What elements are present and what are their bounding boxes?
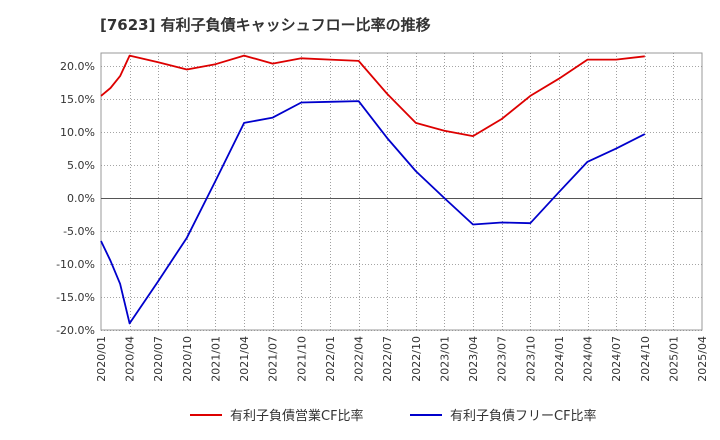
y-tick-label: 20.0%	[60, 60, 95, 73]
legend-label-1: 有利子負債営業CF比率	[230, 408, 364, 424]
x-tick-label: 2020/01	[95, 336, 108, 382]
x-tick-label: 2022/01	[324, 336, 337, 382]
x-tick-label: 2021/04	[238, 336, 251, 382]
y-tick-label: 0.0%	[67, 192, 95, 205]
axes: -20.0% -15.0% -10.0% -5.0% 0.0% 5.0% 10.0% 15.0…	[56, 60, 709, 382]
x-tick-label: 2020/04	[124, 336, 137, 382]
x-tick-label: 2021/01	[209, 336, 222, 382]
x-tick-label: 2021/10	[295, 336, 308, 382]
legend: 有利子負債営業CF比率 有利子負債フリーCF比率	[190, 408, 597, 424]
x-tick-label: 2024/10	[639, 336, 652, 382]
y-tick-label: -20.0%	[56, 324, 95, 337]
chart-title: [7623] 有利子負債キャッシュフロー比率の推移	[100, 16, 431, 34]
y-tick-label: 15.0%	[60, 93, 95, 106]
plot-frame	[100, 52, 703, 331]
x-tick-label: 2021/07	[267, 336, 280, 382]
y-tick-label: -5.0%	[63, 225, 95, 238]
x-tick-label: 2022/10	[410, 336, 423, 382]
y-tick-label: -15.0%	[56, 291, 95, 304]
y-tick-label: -10.0%	[56, 258, 95, 271]
series-line-1	[100, 54, 645, 138]
x-tick-label: 2024/04	[582, 336, 595, 382]
x-tick-label: 2025/04	[696, 336, 709, 382]
x-tick-label: 2022/04	[353, 336, 366, 382]
x-tick-label: 2023/07	[496, 336, 509, 382]
x-tick-label: 2022/07	[381, 336, 394, 382]
x-tick-label: 2020/10	[181, 336, 194, 382]
y-tick-label: 10.0%	[60, 126, 95, 139]
x-tick-label: 2024/07	[610, 336, 623, 382]
x-tick-label: 2024/01	[553, 336, 566, 382]
x-tick-label: 2023/04	[467, 336, 480, 382]
x-tick-label: 2025/01	[667, 336, 680, 382]
y-tick-label: 5.0%	[67, 159, 95, 172]
series	[100, 54, 646, 325]
grid	[100, 52, 703, 331]
legend-label-2: 有利子負債フリーCF比率	[450, 408, 597, 424]
x-tick-label: 2023/10	[524, 336, 537, 382]
x-tick-label: 2023/01	[438, 336, 451, 382]
x-tick-label: 2020/07	[152, 336, 165, 382]
series-line-2	[100, 100, 646, 325]
